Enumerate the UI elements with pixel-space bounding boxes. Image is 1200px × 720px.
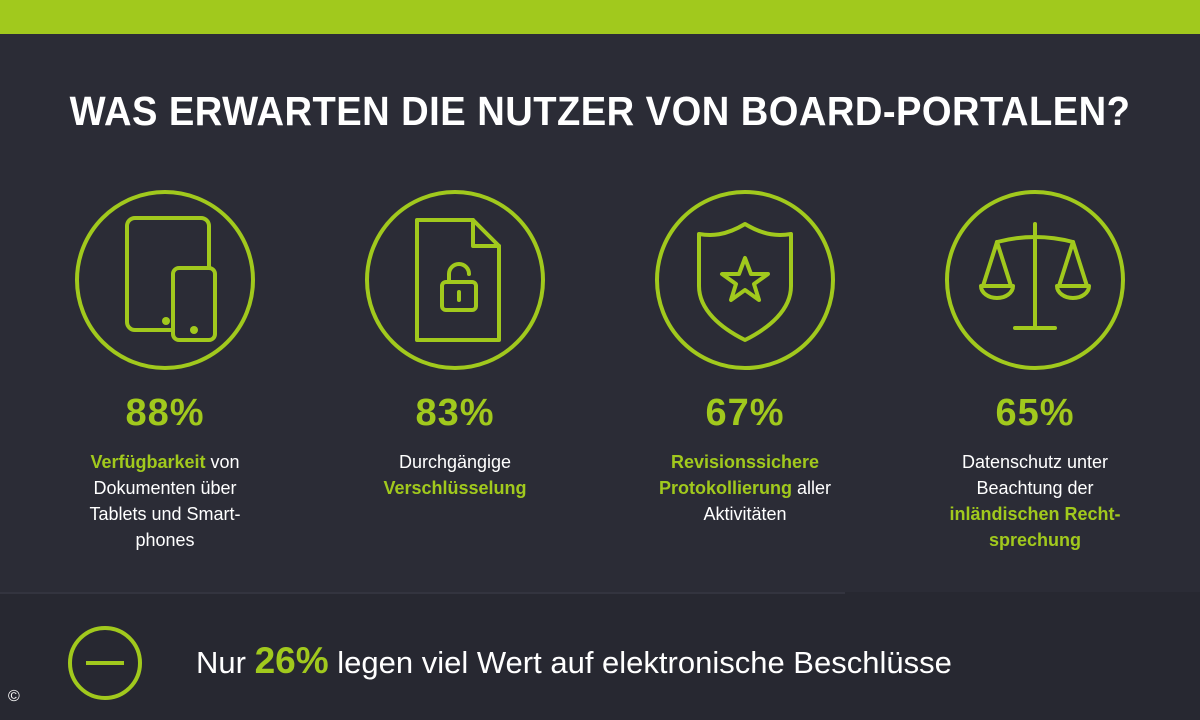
desc-text: Aktivitäten [703, 504, 787, 524]
card-availability: 88% Verfügbarkeit von Dokumenten über Ta… [45, 190, 285, 553]
bottom-suffix: legen viel Wert auf elektronische Beschl… [328, 645, 952, 680]
top-accent-bar [0, 0, 1200, 34]
bottom-percent: 26% [254, 640, 329, 681]
scales-icon [979, 222, 1091, 330]
bottom-divider [0, 592, 845, 594]
percent-value: 83% [415, 392, 495, 434]
card-description: Durchgängige Verschlüsselung [335, 449, 575, 501]
card-encryption: 83% Durchgängige Verschlüsselung [335, 190, 575, 501]
icon-circle [655, 190, 835, 370]
card-description: Verfügbarkeit von Dokumenten über Tablet… [45, 449, 285, 553]
card-audit-log: 67% Revisionssichere Protokollierung all… [625, 190, 865, 527]
desc-text: Durchgängige [398, 452, 512, 472]
highlight-text: Verschlüsselung [383, 478, 527, 498]
card-description: Revisionssichere Protokollierung aller A… [625, 449, 865, 527]
highlight-text: Protokollierung [658, 478, 792, 498]
percent-value: 88% [125, 392, 205, 434]
desc-text: Dokumenten über [93, 478, 237, 498]
bottom-prefix: Nur [196, 645, 255, 680]
card-data-protection: 65% Datenschutz unter Beachtung der inlä… [915, 190, 1155, 553]
shield-star-icon [697, 222, 793, 342]
minus-bar [86, 661, 124, 665]
desc-text: Beachtung der [976, 478, 1094, 498]
icon-circle [365, 190, 545, 370]
highlight-text: inländischen Recht- [949, 504, 1121, 524]
desc-text: phones [135, 530, 195, 550]
minus-circle-icon [68, 626, 142, 700]
desc-text: Tablets und Smart- [89, 504, 241, 524]
highlight-text: Revisionssichere [670, 452, 820, 472]
copyright-symbol: © [8, 688, 20, 705]
icon-circle [945, 190, 1125, 370]
icon-circle [75, 190, 255, 370]
highlight-text: Verfügbarkeit [90, 452, 206, 472]
locked-document-icon [415, 218, 501, 342]
percent-value: 67% [705, 392, 785, 434]
card-description: Datenschutz unter Beachtung der inländis… [915, 449, 1155, 553]
tablet-smartphone-icon [125, 216, 217, 342]
bottom-statement: Nur 26% legen viel Wert auf elektronisch… [196, 640, 952, 682]
page-title: WAS ERWARTEN DIE NUTZER VON BOARD-PORTAL… [69, 88, 1131, 134]
desc-text: Datenschutz unter [961, 452, 1109, 472]
desc-text: von [205, 452, 240, 472]
bottom-panel [0, 592, 1200, 720]
percent-value: 65% [995, 392, 1075, 434]
desc-text: aller [792, 478, 832, 498]
highlight-text: sprechung [988, 530, 1081, 550]
